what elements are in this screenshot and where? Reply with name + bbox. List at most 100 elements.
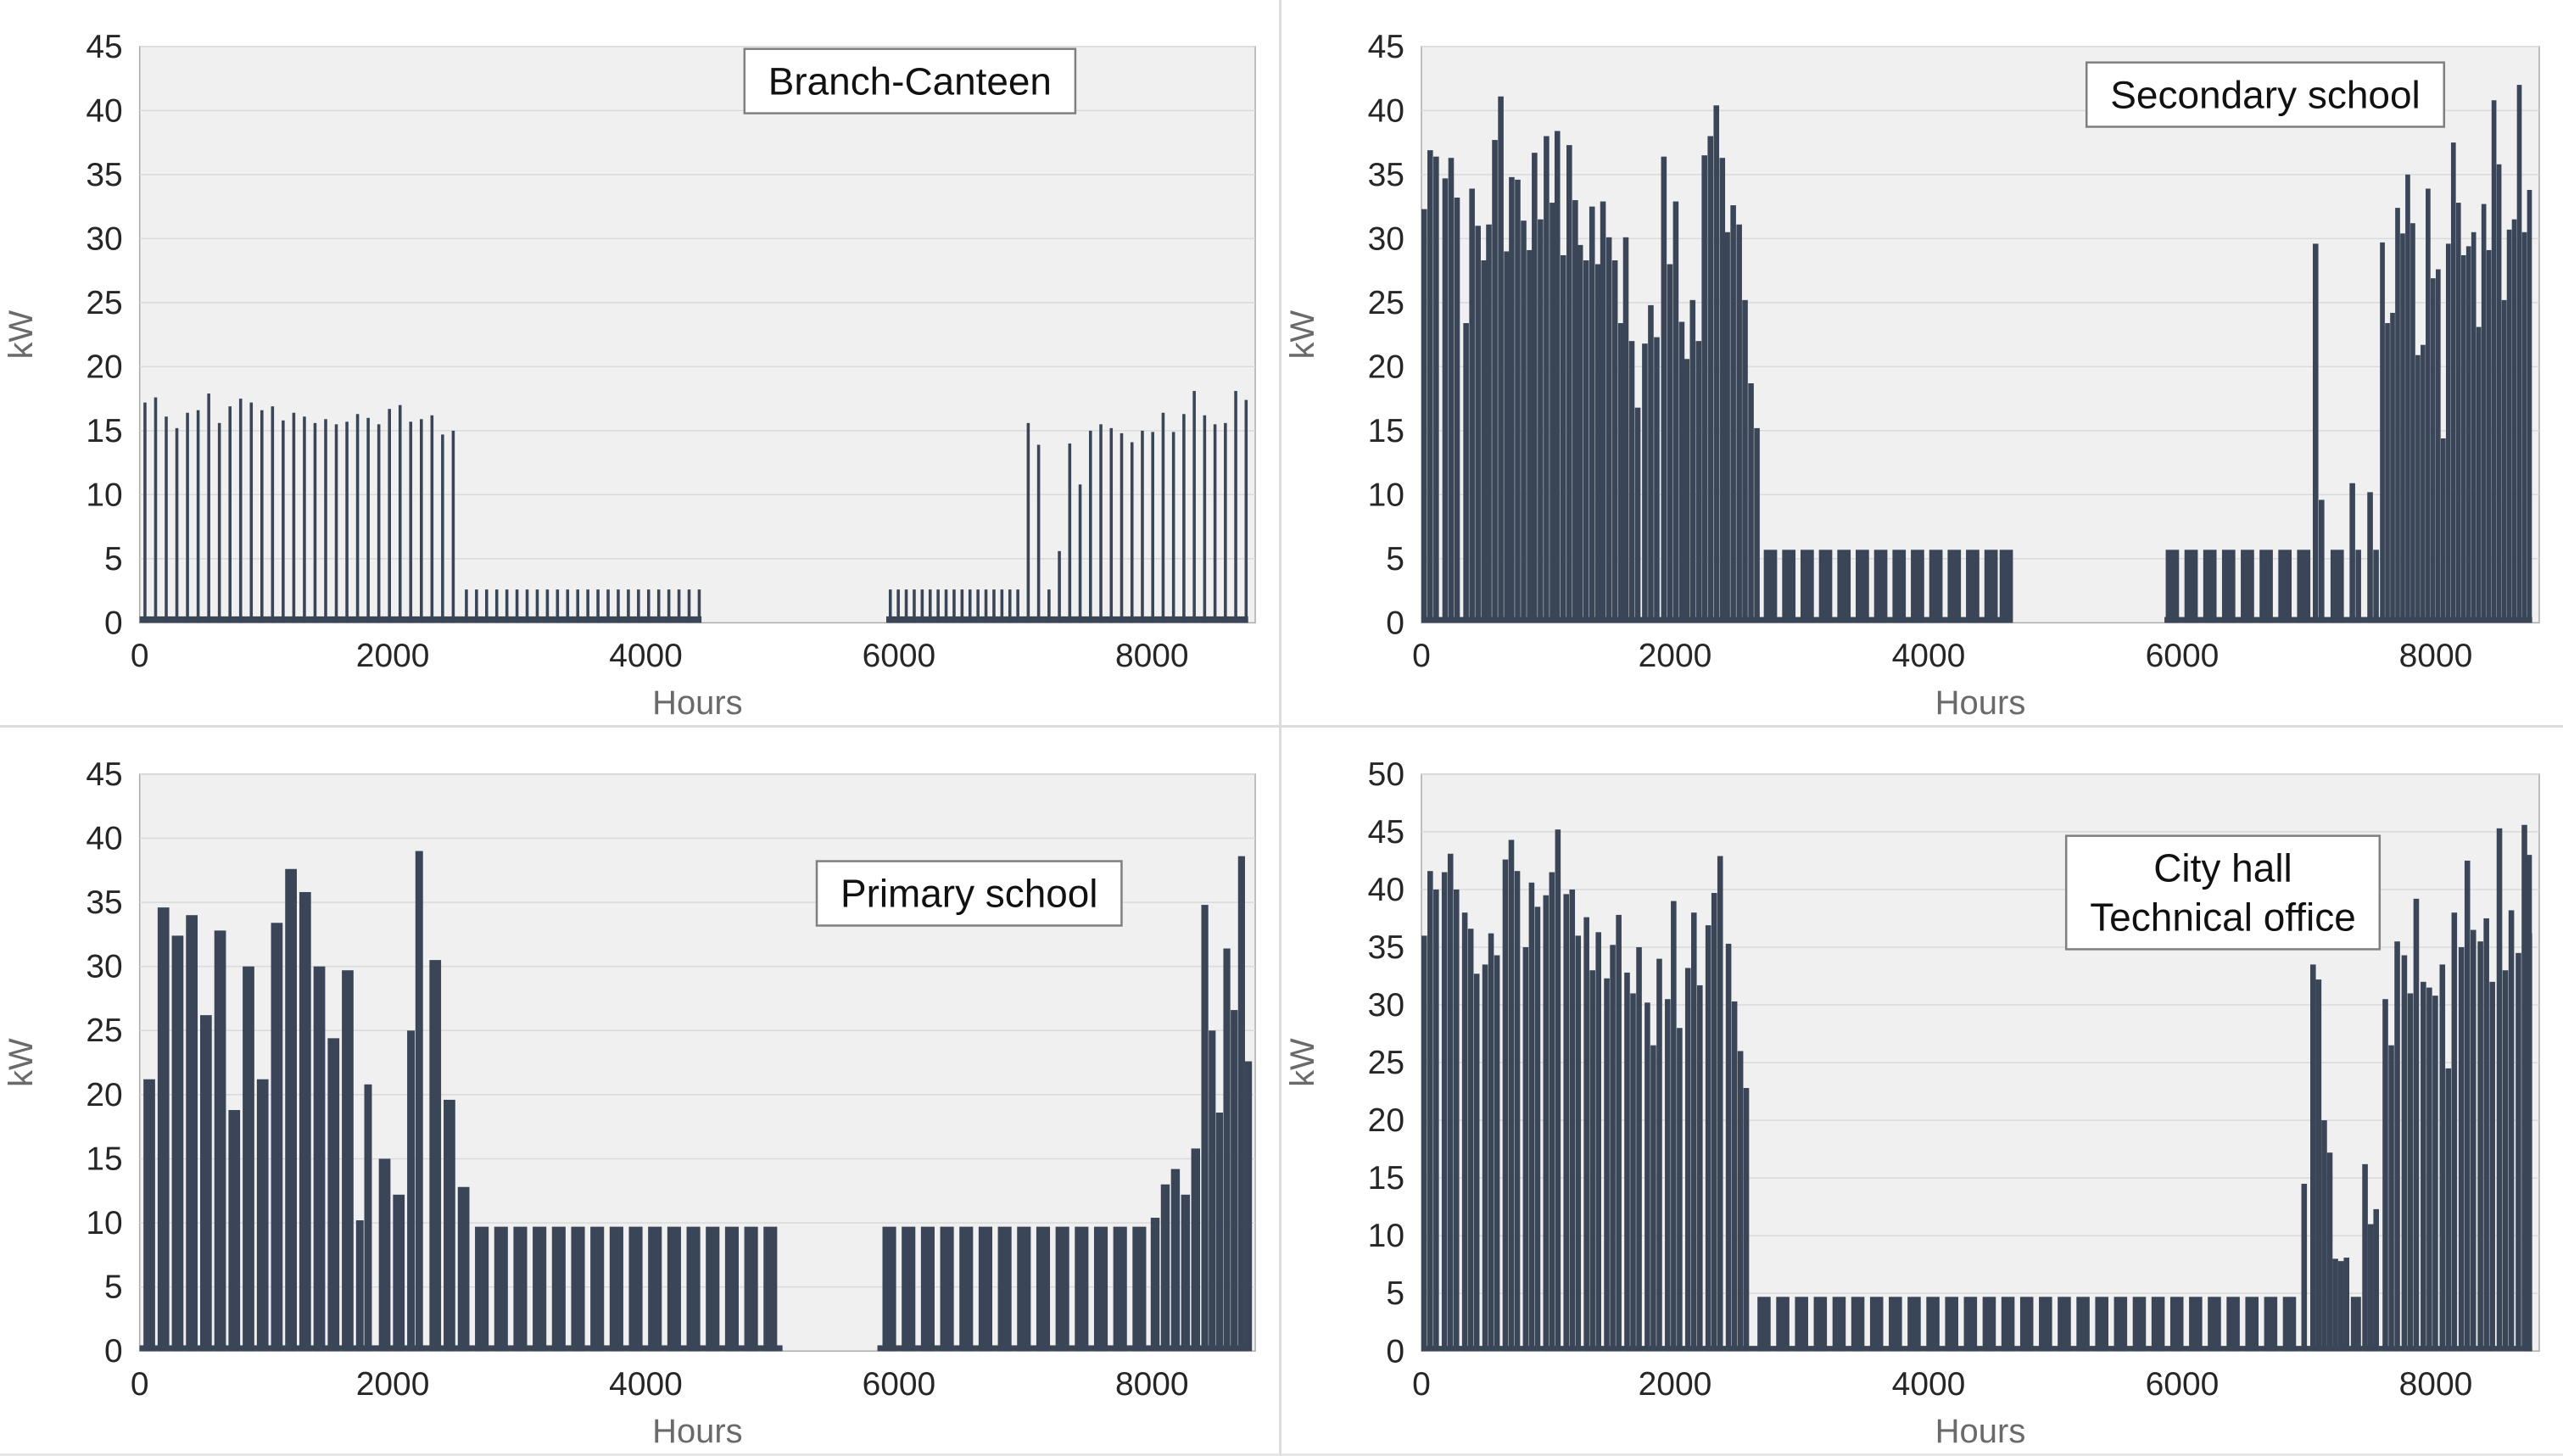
bar — [2343, 1258, 2350, 1352]
y-tick-label: 5 — [104, 1269, 123, 1306]
bar — [1947, 549, 1962, 623]
bar — [388, 409, 391, 623]
bar — [2362, 1163, 2368, 1352]
bar — [217, 422, 221, 623]
bar — [313, 966, 326, 1352]
bar — [171, 935, 184, 1352]
bar — [238, 399, 243, 623]
bar — [1966, 549, 1979, 623]
bar — [646, 589, 651, 623]
bar — [1234, 391, 1237, 623]
bar — [366, 417, 370, 623]
bar — [535, 589, 539, 623]
bar — [1191, 1148, 1200, 1352]
bar — [2019, 1297, 2034, 1352]
bar — [494, 1226, 508, 1352]
primary-school-chart: 0 5 10 15 20 25 30 35 40 45 0 2000 4000 6000 8000 kW Hou… — [3, 756, 1256, 1450]
bar — [1667, 264, 1673, 623]
bar — [1534, 907, 1541, 1352]
bar — [1000, 589, 1004, 623]
bar — [2184, 549, 2198, 623]
bar — [1604, 978, 1610, 1352]
chart-title: Technical office — [2090, 895, 2356, 939]
bar — [1701, 155, 1707, 623]
bar — [1717, 856, 1723, 1352]
bar — [1151, 432, 1154, 623]
bar — [533, 1226, 547, 1352]
bar — [2506, 229, 2512, 623]
bar — [586, 589, 589, 623]
bar — [2380, 242, 2385, 623]
bar — [430, 415, 434, 623]
bar — [1555, 829, 1561, 1352]
bar — [637, 589, 640, 623]
bar — [2527, 933, 2532, 1352]
bar — [2241, 549, 2254, 623]
bar — [2440, 438, 2446, 623]
y-tick-label: 10 — [1368, 477, 1404, 513]
bar — [2282, 1297, 2297, 1352]
bar — [1569, 889, 1576, 1352]
bar — [992, 589, 996, 623]
bar — [1656, 958, 1662, 1352]
bar — [1695, 341, 1702, 623]
bar — [978, 1226, 993, 1352]
bar — [1873, 549, 1888, 623]
bar — [256, 1079, 269, 1352]
chart-title-frame — [2085, 61, 2446, 128]
x-tick-label: 6000 — [863, 638, 936, 674]
bar — [451, 430, 455, 623]
bar — [1610, 945, 1616, 1352]
y-tick-label: 40 — [86, 820, 122, 856]
bar — [1963, 1297, 1978, 1352]
bar — [1672, 201, 1679, 623]
bar — [2508, 910, 2515, 1352]
bar — [1689, 299, 1696, 623]
y-tick-label: 0 — [104, 605, 123, 641]
bar — [882, 1226, 896, 1352]
bar — [1109, 427, 1114, 623]
bar — [303, 416, 306, 623]
bar — [2400, 233, 2405, 623]
bar — [1036, 1226, 1051, 1352]
bar — [2349, 483, 2355, 623]
bar — [2476, 326, 2482, 623]
bar — [2477, 941, 2483, 1352]
bar — [2373, 1208, 2380, 1352]
bar — [2301, 1183, 2308, 1352]
bar — [576, 589, 580, 623]
bar — [1583, 260, 1589, 623]
x-tick-label: 4000 — [609, 638, 683, 674]
bar — [429, 960, 442, 1352]
bar — [2426, 987, 2432, 1352]
chart-cell-city-hall: 0 5 10 15 20 25 30 35 40 45 50 0 2000 4000 6000 8000 kW H… — [1282, 728, 2563, 1456]
bar — [377, 424, 381, 623]
bar — [2395, 208, 2400, 623]
bar — [2426, 188, 2431, 623]
bar — [904, 589, 908, 623]
bar — [457, 1186, 470, 1352]
bar — [2405, 174, 2410, 623]
bar — [1677, 1028, 1683, 1352]
bar — [444, 1099, 455, 1352]
bar — [1427, 871, 1433, 1352]
bar — [154, 397, 158, 623]
bar — [1170, 1169, 1181, 1352]
bar — [1120, 432, 1124, 623]
bar — [2095, 1297, 2108, 1352]
x-tick-label: 0 — [1412, 638, 1431, 674]
bar — [1017, 1226, 1031, 1352]
y-tick-label: 25 — [86, 1013, 122, 1049]
bar — [1492, 140, 1498, 623]
bar — [1642, 343, 1648, 623]
bar — [609, 1226, 623, 1352]
bar — [1711, 893, 1717, 1352]
x-tick-label: 2000 — [356, 638, 430, 674]
bar — [1907, 1297, 1921, 1352]
bar — [2165, 549, 2180, 623]
bar — [1475, 226, 1481, 623]
bar — [249, 402, 254, 623]
bar — [1075, 1226, 1089, 1352]
bar — [2332, 1258, 2338, 1352]
bar — [1742, 299, 1748, 623]
